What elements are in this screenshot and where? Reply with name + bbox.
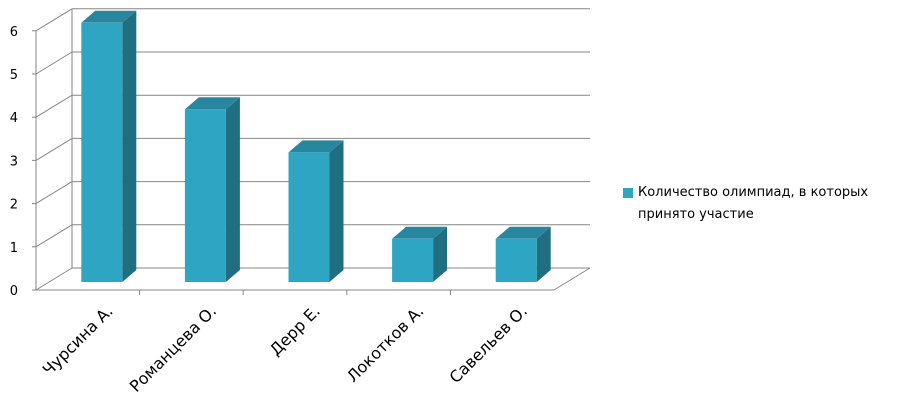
bar-side — [536, 226, 551, 282]
floor-edge — [553, 267, 591, 291]
x-tick-label: Дерр Е. — [266, 301, 324, 359]
x-tick-label: Савельев О. — [446, 301, 532, 387]
y-tick-label: 4 — [10, 111, 18, 126]
bar-front — [392, 238, 434, 282]
bar-top — [81, 10, 137, 23]
bar-side — [122, 10, 137, 283]
bars — [81, 10, 551, 283]
bar-front — [288, 152, 330, 282]
bar-front — [81, 22, 123, 283]
side-gridline — [35, 224, 73, 248]
bar-top — [392, 226, 448, 239]
x-tick-label: Чурсина А. — [39, 301, 117, 379]
y-tick-label: 1 — [10, 241, 18, 256]
bar-top — [495, 226, 551, 239]
bar — [288, 140, 344, 282]
x-tick-label: Романцева О. — [126, 301, 220, 395]
bar — [184, 97, 240, 282]
y-tick-label: 0 — [10, 284, 18, 299]
legend-swatch — [623, 188, 633, 198]
side-gridline — [35, 137, 73, 161]
bar-front — [495, 238, 537, 282]
bar — [495, 226, 551, 282]
bar-top — [288, 140, 344, 153]
side-gridline — [35, 94, 73, 118]
side-gridline — [35, 181, 73, 205]
bar — [392, 226, 448, 282]
bar-side — [329, 140, 344, 282]
y-tick-labels: 0 1 2 3 4 5 6 — [10, 25, 18, 299]
bar-side — [433, 226, 448, 282]
bar-front — [184, 109, 226, 282]
side-gridline — [35, 51, 73, 75]
bar-top — [184, 97, 240, 110]
x-tick-label: Локотков А. — [343, 301, 428, 386]
legend-label: Количество олимпиад, в которых принято у… — [638, 185, 869, 222]
side-gridline — [35, 267, 73, 291]
y-tick-label: 3 — [10, 154, 18, 169]
bar-side — [225, 97, 240, 282]
side-gridline — [35, 8, 73, 32]
bar — [81, 10, 137, 283]
y-tick-label: 6 — [10, 25, 18, 40]
y-tick-label: 2 — [10, 198, 18, 213]
y-tick-label: 5 — [10, 68, 18, 83]
axes — [32, 8, 554, 295]
x-tick-labels: Чурсина А. Романцева О. Дерр Е. Локотков А.… — [39, 301, 531, 395]
